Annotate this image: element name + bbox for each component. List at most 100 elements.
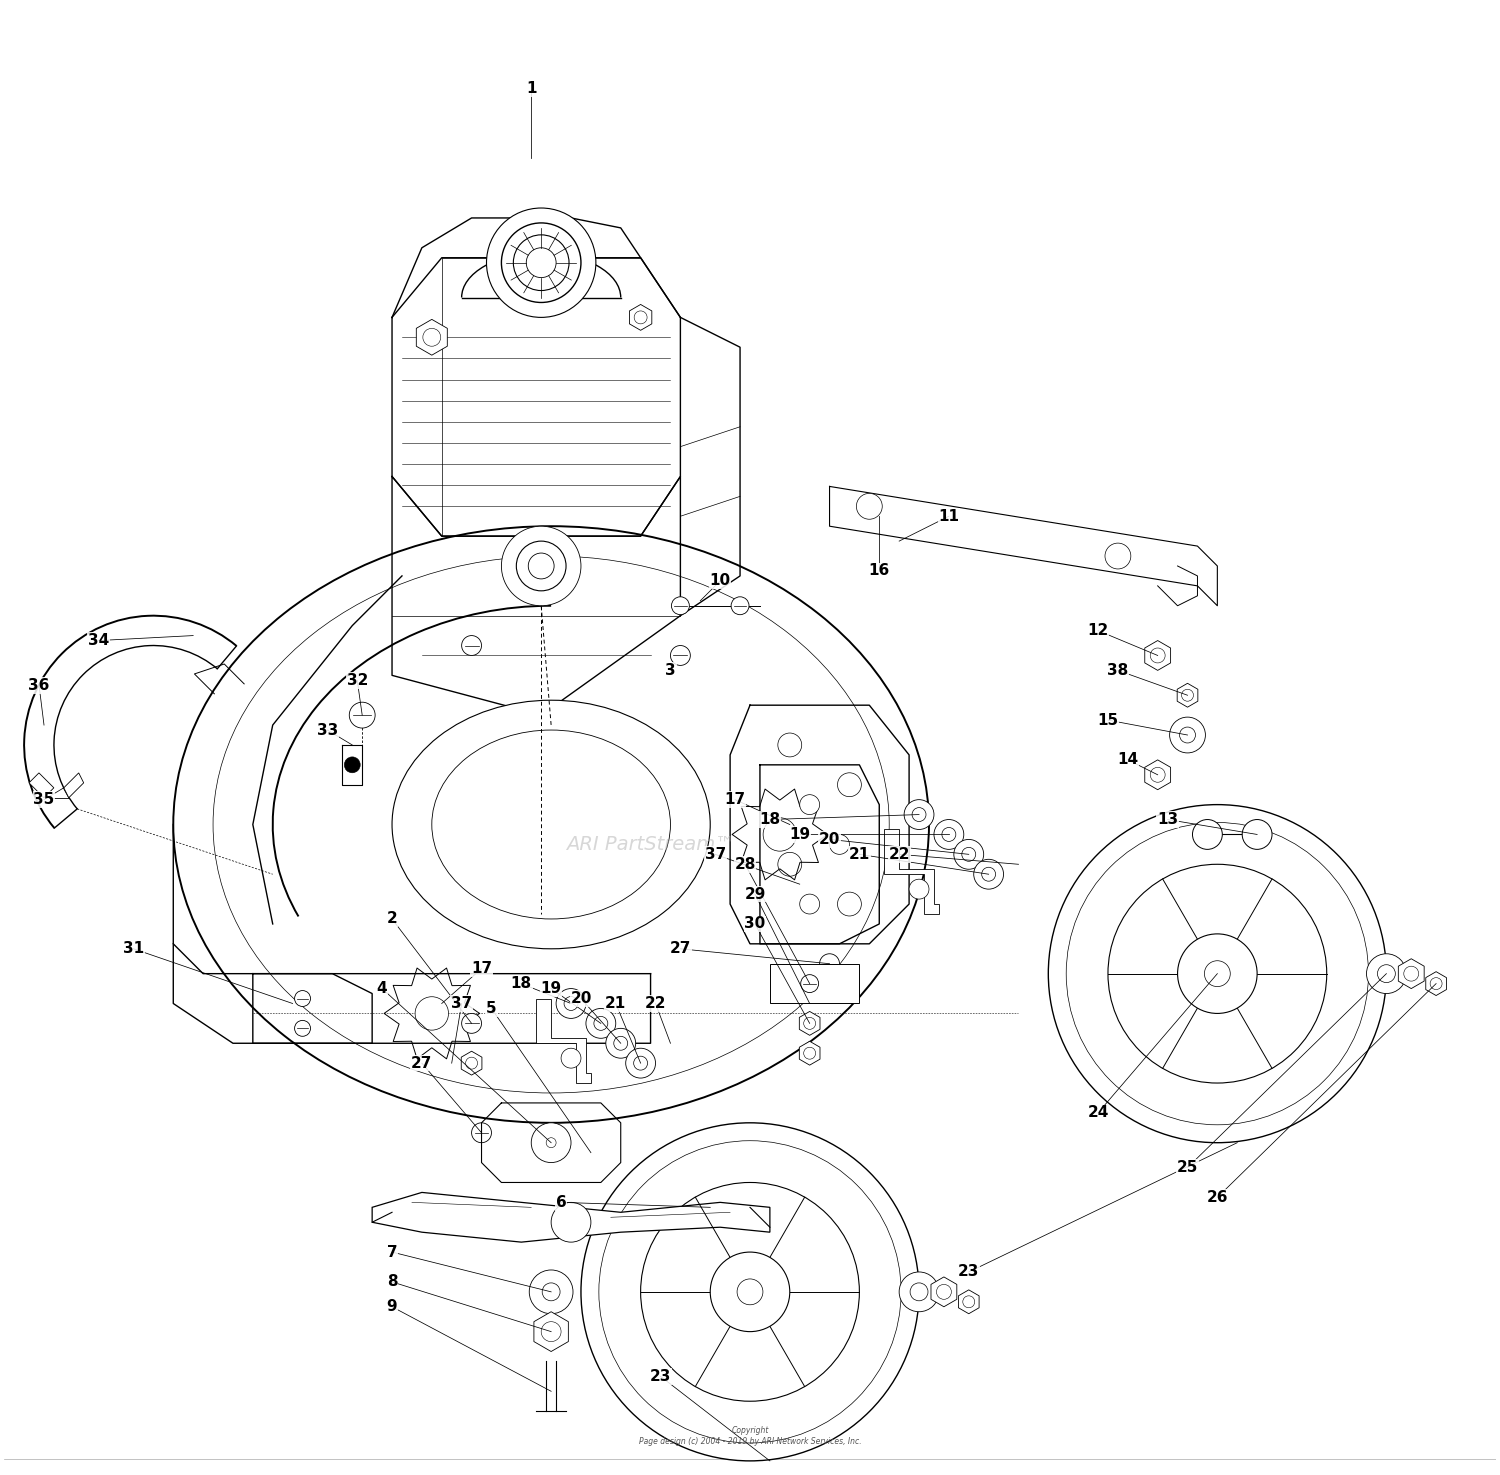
- Circle shape: [542, 1283, 560, 1301]
- Polygon shape: [460, 1052, 482, 1075]
- Circle shape: [909, 879, 928, 900]
- Text: 17: 17: [724, 792, 746, 807]
- Polygon shape: [932, 1277, 957, 1307]
- Circle shape: [586, 1009, 616, 1038]
- Circle shape: [580, 1122, 920, 1460]
- Circle shape: [486, 208, 596, 317]
- Circle shape: [633, 1056, 648, 1069]
- Polygon shape: [417, 320, 447, 355]
- Text: 13: 13: [1156, 813, 1178, 827]
- Text: 11: 11: [939, 509, 960, 524]
- Circle shape: [465, 1058, 477, 1069]
- Polygon shape: [64, 773, 84, 798]
- Circle shape: [962, 847, 975, 861]
- Circle shape: [804, 1018, 816, 1030]
- Text: 27: 27: [669, 941, 692, 956]
- Text: 34: 34: [88, 633, 110, 648]
- Text: 27: 27: [411, 1056, 432, 1071]
- Text: 1: 1: [526, 81, 537, 96]
- Circle shape: [910, 1283, 928, 1301]
- Circle shape: [550, 1202, 591, 1242]
- Circle shape: [936, 1285, 951, 1299]
- Text: 24: 24: [1088, 1105, 1108, 1121]
- Text: Copyright
Page design (c) 2004 - 2019 by ARI Network Services, Inc.: Copyright Page design (c) 2004 - 2019 by…: [639, 1426, 861, 1446]
- Circle shape: [710, 1252, 791, 1332]
- Polygon shape: [958, 1289, 980, 1314]
- Text: 10: 10: [710, 574, 730, 589]
- Circle shape: [350, 702, 375, 729]
- Circle shape: [294, 1021, 310, 1037]
- Circle shape: [837, 892, 861, 916]
- Circle shape: [1108, 864, 1326, 1083]
- Text: 35: 35: [33, 792, 54, 807]
- Circle shape: [564, 997, 578, 1010]
- Polygon shape: [28, 773, 54, 798]
- Circle shape: [1150, 767, 1166, 782]
- Circle shape: [963, 1297, 975, 1308]
- Circle shape: [614, 1037, 627, 1050]
- Circle shape: [800, 894, 819, 914]
- Circle shape: [1150, 648, 1166, 662]
- Text: 14: 14: [1118, 752, 1138, 767]
- Circle shape: [462, 636, 482, 655]
- Circle shape: [1192, 820, 1222, 850]
- Circle shape: [800, 795, 819, 814]
- Circle shape: [598, 1140, 902, 1443]
- Circle shape: [672, 597, 690, 615]
- Circle shape: [830, 835, 849, 854]
- Circle shape: [1377, 965, 1395, 982]
- Text: 19: 19: [789, 827, 810, 842]
- Circle shape: [513, 235, 568, 291]
- Circle shape: [730, 597, 748, 615]
- Circle shape: [837, 773, 861, 796]
- Text: 21: 21: [604, 996, 627, 1010]
- Text: 9: 9: [387, 1299, 398, 1314]
- Text: 30: 30: [744, 916, 765, 931]
- Circle shape: [1430, 978, 1442, 990]
- Text: 28: 28: [735, 857, 756, 872]
- Text: 22: 22: [888, 847, 910, 861]
- Circle shape: [542, 1322, 561, 1342]
- Circle shape: [804, 1047, 816, 1059]
- Circle shape: [594, 1016, 608, 1031]
- Circle shape: [501, 223, 580, 302]
- Polygon shape: [800, 1041, 820, 1065]
- Circle shape: [981, 867, 996, 881]
- Ellipse shape: [213, 556, 889, 1093]
- Circle shape: [856, 493, 882, 519]
- Circle shape: [501, 527, 580, 606]
- Text: 23: 23: [650, 1369, 670, 1384]
- Circle shape: [1170, 717, 1206, 752]
- Text: 3: 3: [664, 662, 676, 678]
- Text: 6: 6: [555, 1195, 567, 1209]
- Circle shape: [1182, 689, 1194, 701]
- Text: 7: 7: [387, 1245, 398, 1260]
- Circle shape: [1242, 820, 1272, 850]
- Text: 22: 22: [645, 996, 666, 1010]
- Text: 38: 38: [1107, 662, 1128, 678]
- Bar: [770, 963, 859, 1003]
- Text: 18: 18: [510, 976, 532, 991]
- Polygon shape: [1144, 760, 1170, 789]
- Text: 20: 20: [819, 832, 840, 847]
- Circle shape: [345, 757, 360, 773]
- Circle shape: [670, 646, 690, 665]
- Circle shape: [1178, 934, 1257, 1013]
- Circle shape: [1366, 954, 1407, 994]
- Circle shape: [954, 839, 984, 869]
- Text: 29: 29: [744, 886, 765, 901]
- Ellipse shape: [392, 701, 710, 948]
- Text: 23: 23: [958, 1264, 980, 1279]
- Circle shape: [819, 954, 840, 974]
- Circle shape: [736, 1279, 764, 1305]
- Circle shape: [546, 1137, 556, 1148]
- Text: 33: 33: [316, 723, 338, 738]
- Circle shape: [1048, 805, 1386, 1143]
- Circle shape: [516, 541, 566, 591]
- Ellipse shape: [432, 730, 670, 919]
- Circle shape: [634, 311, 646, 324]
- Text: 12: 12: [1088, 622, 1108, 639]
- Circle shape: [778, 733, 801, 757]
- Circle shape: [904, 799, 934, 829]
- Circle shape: [471, 1122, 492, 1143]
